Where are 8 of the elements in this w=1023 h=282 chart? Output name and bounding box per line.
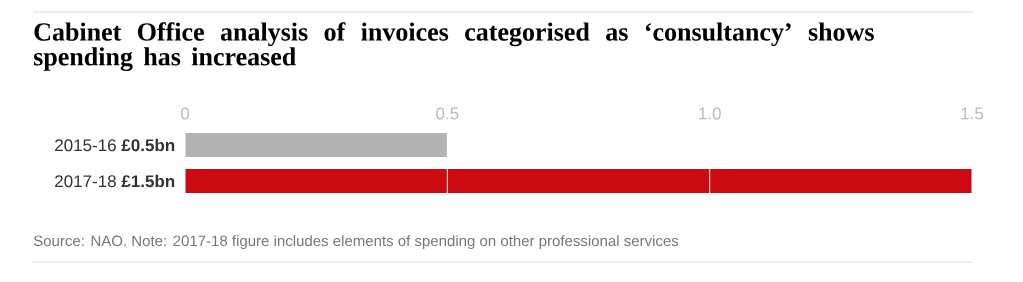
x-tick-label: 1.0 [699,107,721,120]
y-tick-label: 2017-18 £1.5bn [55,174,175,188]
x-tick-label: 0 [180,107,190,120]
x-tick-label: 1.5 [961,107,984,120]
source-note: Source: NAO. Note: 2017-18 figure includes elements of spending on other professional services [33,235,679,250]
chart-title: Cabinet Office analysis of invoices categorised as ‘consultancy’ shows spending has increased [33,22,874,72]
y-tick-label: 2015-16 £0.5bn [55,138,175,152]
x-tick-label: 0.5 [436,107,459,120]
